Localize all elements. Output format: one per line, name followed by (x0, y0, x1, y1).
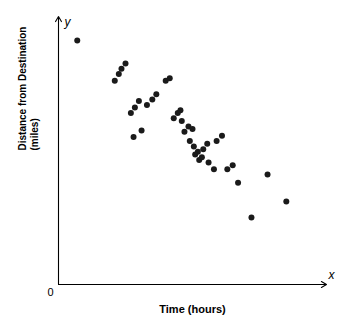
svg-text:y: y (64, 15, 72, 29)
svg-text:Time (hours): Time (hours) (159, 303, 226, 315)
svg-text:0: 0 (47, 286, 53, 298)
svg-text:x: x (328, 268, 336, 282)
svg-text:Distance from Destination(mile: Distance from Destination(miles) (17, 27, 40, 151)
